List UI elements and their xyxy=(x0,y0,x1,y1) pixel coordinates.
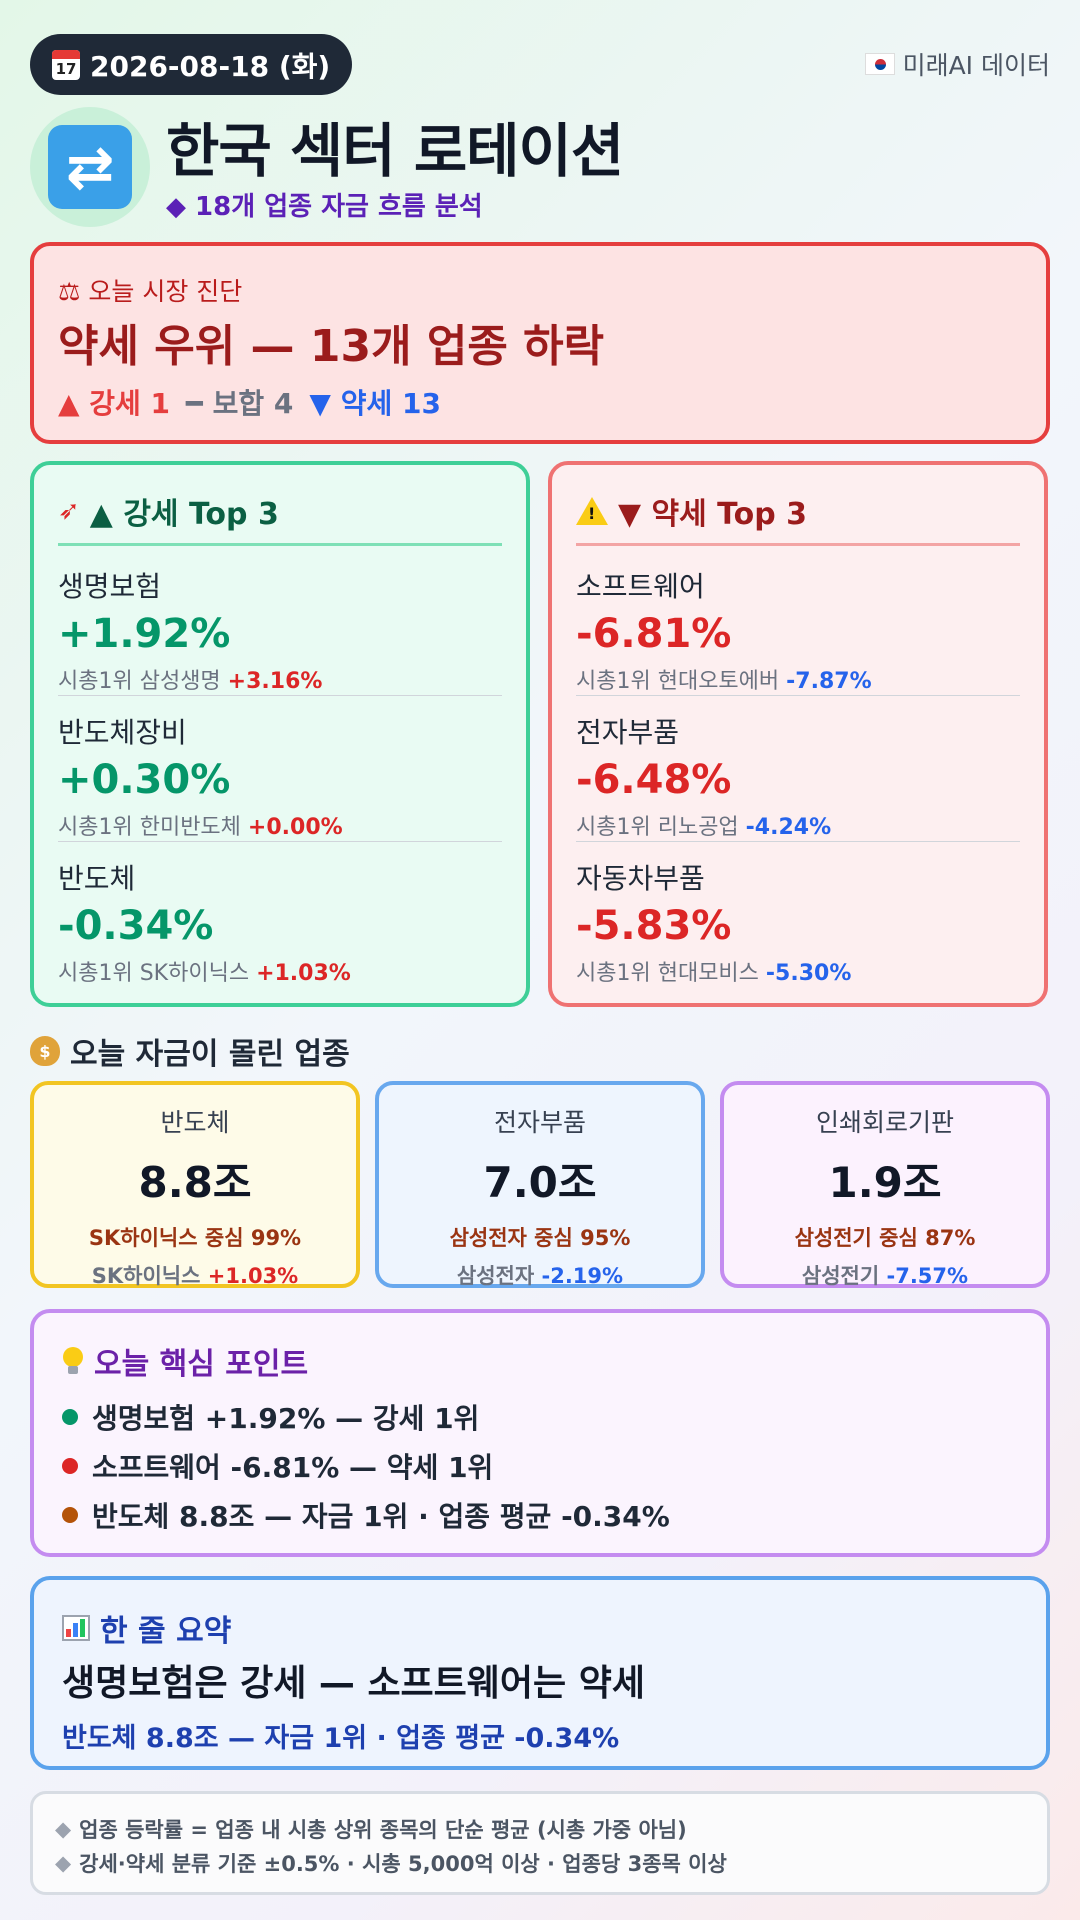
key-points-card: 오늘 핵심 포인트 생명보험 +1.92% — 강세 1위 소프트웨어 -6.8… xyxy=(30,1309,1050,1557)
sector-name: 반도체 xyxy=(58,862,136,895)
bullet-dot xyxy=(62,1409,78,1425)
sector-leader: 시총1위 리노공업 -4.24% xyxy=(576,815,832,840)
divider xyxy=(58,695,502,696)
flow-amount: 8.8조 xyxy=(138,1158,252,1207)
sector-leader: 시총1위 SK하이닉스 +1.03% xyxy=(58,961,351,986)
weak-top3-title: ! ▼ 약세 Top 3 xyxy=(576,489,807,533)
sector-name: 소프트웨어 xyxy=(576,570,705,603)
diagnosis-label: ⚖ 오늘 시장 진단 xyxy=(58,277,243,306)
sector-name: 반도체장비 xyxy=(58,716,187,749)
sector-leader: 시총1위 현대오토에버 -7.87% xyxy=(576,669,872,694)
weak-count: ▼ 약세 13 xyxy=(309,387,441,420)
footnote-box: ◆ 업종 등락률 = 업종 내 시총 상위 종목의 단순 평균 (시총 가중 아… xyxy=(30,1791,1050,1895)
sector-change: -6.48% xyxy=(576,757,732,803)
money-flow-card: 반도체 8.8조 SK하이닉스 중심 99% SK하이닉스 +1.03% xyxy=(30,1081,360,1288)
brand: 미래AI 데이터 xyxy=(864,46,1050,82)
balance-scale-icon: ⚖ xyxy=(58,277,81,306)
list-item: 전자부품 -6.48% 시총1위 리노공업 -4.24% xyxy=(576,697,1020,842)
money-bag-icon: $ xyxy=(30,1036,60,1066)
flow-concentration: SK하이닉스 중심 99% xyxy=(88,1226,302,1250)
flow-stock: 삼성전자 -2.19% xyxy=(456,1264,624,1288)
sector-change: -6.81% xyxy=(576,611,732,657)
flow-amount: 1.9조 xyxy=(828,1158,942,1207)
summary-sub: 반도체 8.8조 — 자금 1위 · 업종 평균 -0.34% xyxy=(62,1723,620,1754)
sector-change: +0.30% xyxy=(58,757,231,803)
key-point-item: 생명보험 +1.92% — 강세 1위 xyxy=(62,1397,479,1437)
footnote: ◆ 강세·약세 분류 기준 ±0.5% · 시총 5,000억 이상 · 업종당… xyxy=(55,1851,727,1876)
key-point-item: 소프트웨어 -6.81% — 약세 1위 xyxy=(62,1446,493,1486)
flow-amount: 7.0조 xyxy=(483,1158,597,1207)
list-item: 반도체 -0.34% 시총1위 SK하이닉스 +1.03% xyxy=(58,843,502,988)
diagnosis-headline: 약세 우위 — 13개 업종 하락 xyxy=(58,321,605,372)
strong-count: ▲ 강세 1 xyxy=(58,387,171,420)
strong-top3-title: ➶ ▲ 강세 Top 3 xyxy=(58,496,279,532)
cycle-arrows-icon: ⇄ xyxy=(48,125,132,209)
flow-stock: SK하이닉스 +1.03% xyxy=(91,1264,299,1288)
flow-sector-name: 전자부품 xyxy=(493,1108,586,1137)
key-points-title: 오늘 핵심 포인트 xyxy=(62,1339,308,1383)
weak-top3-card: ! ▼ 약세 Top 3 소프트웨어 -6.81% 시총1위 현대오토에버 -7… xyxy=(548,461,1048,1007)
page-subtitle: ◆ 18개 업종 자금 흐름 분석 xyxy=(166,192,483,222)
sector-leader: 시총1위 현대모비스 -5.30% xyxy=(576,961,852,986)
warning-icon: ! xyxy=(576,497,608,525)
rocket-icon: ➶ xyxy=(58,496,80,526)
korea-flag-icon xyxy=(864,53,895,75)
summary-label: 한 줄 요약 xyxy=(62,1606,231,1650)
date-text: 2026-08-18 (화) xyxy=(90,49,331,83)
summary-headline: 생명보험은 강세 — 소프트웨어는 약세 xyxy=(62,1663,645,1704)
logo: ⇄ xyxy=(30,107,150,227)
divider xyxy=(576,841,1020,842)
divider xyxy=(58,841,502,842)
divider xyxy=(576,695,1020,696)
divider xyxy=(576,543,1020,546)
flow-stock: 삼성전기 -7.57% xyxy=(801,1264,969,1288)
money-flow-card: 전자부품 7.0조 삼성전자 중심 95% 삼성전자 -2.19% xyxy=(375,1081,705,1288)
diamond-bullet-icon: ◆ xyxy=(55,1851,72,1875)
list-item: 소프트웨어 -6.81% 시총1위 현대오토에버 -7.87% xyxy=(576,551,1020,696)
flow-sector-name: 반도체 xyxy=(160,1108,230,1137)
sector-change: -0.34% xyxy=(58,903,214,949)
date-badge: 17 2026-08-18 (화) xyxy=(30,34,353,95)
market-diagnosis-card xyxy=(30,242,1050,444)
sector-name: 자동차부품 xyxy=(576,862,705,895)
neutral-count: ━ 보합 4 xyxy=(186,387,294,420)
brand-name: 미래AI 데이터 xyxy=(902,51,1050,80)
money-flow-card: 인쇄회로기판 1.9조 삼성전기 중심 87% 삼성전기 -7.57% xyxy=(720,1081,1050,1288)
page-title: 한국 섹터 로테이션 xyxy=(166,117,624,185)
sector-name: 생명보험 xyxy=(58,570,162,603)
bullet-dot xyxy=(62,1507,78,1523)
sector-leader: 시총1위 삼성생명 +3.16% xyxy=(58,669,323,694)
money-flow-title: $ 오늘 자금이 몰린 업종 xyxy=(30,1029,350,1073)
key-point-item: 반도체 8.8조 — 자금 1위 · 업종 평균 -0.34% xyxy=(62,1495,670,1535)
lightbulb-icon xyxy=(62,1347,84,1375)
bullet-dot xyxy=(62,1458,78,1474)
sector-leader: 시총1위 한미반도체 +0.00% xyxy=(58,815,343,840)
flow-concentration: 삼성전기 중심 87% xyxy=(794,1226,976,1250)
list-item: 반도체장비 +0.30% 시총1위 한미반도체 +0.00% xyxy=(58,697,502,842)
summary-card: 한 줄 요약 생명보험은 강세 — 소프트웨어는 약세 반도체 8.8조 — 자… xyxy=(30,1576,1050,1770)
flow-concentration: 삼성전자 중심 95% xyxy=(449,1226,631,1250)
footnote: ◆ 업종 등락률 = 업종 내 시총 상위 종목의 단순 평균 (시총 가중 아… xyxy=(55,1817,687,1842)
sector-change: -5.83% xyxy=(576,903,732,949)
calendar-icon: 17 xyxy=(52,49,80,80)
list-item: 자동차부품 -5.83% 시총1위 현대모비스 -5.30% xyxy=(576,843,1020,988)
sector-change: +1.92% xyxy=(58,611,231,657)
list-item: 생명보험 +1.92% 시총1위 삼성생명 +3.16% xyxy=(58,551,502,696)
divider xyxy=(58,543,502,546)
flow-sector-name: 인쇄회로기판 xyxy=(815,1108,954,1137)
diagnosis-counts: ▲ 강세 1 ━ 보합 4 ▼ 약세 13 xyxy=(58,382,441,422)
diamond-bullet-icon: ◆ xyxy=(55,1817,72,1841)
bar-chart-icon xyxy=(62,1615,90,1641)
sector-name: 전자부품 xyxy=(576,716,680,749)
strong-top3-card: ➶ ▲ 강세 Top 3 생명보험 +1.92% 시총1위 삼성생명 +3.16… xyxy=(30,461,530,1007)
